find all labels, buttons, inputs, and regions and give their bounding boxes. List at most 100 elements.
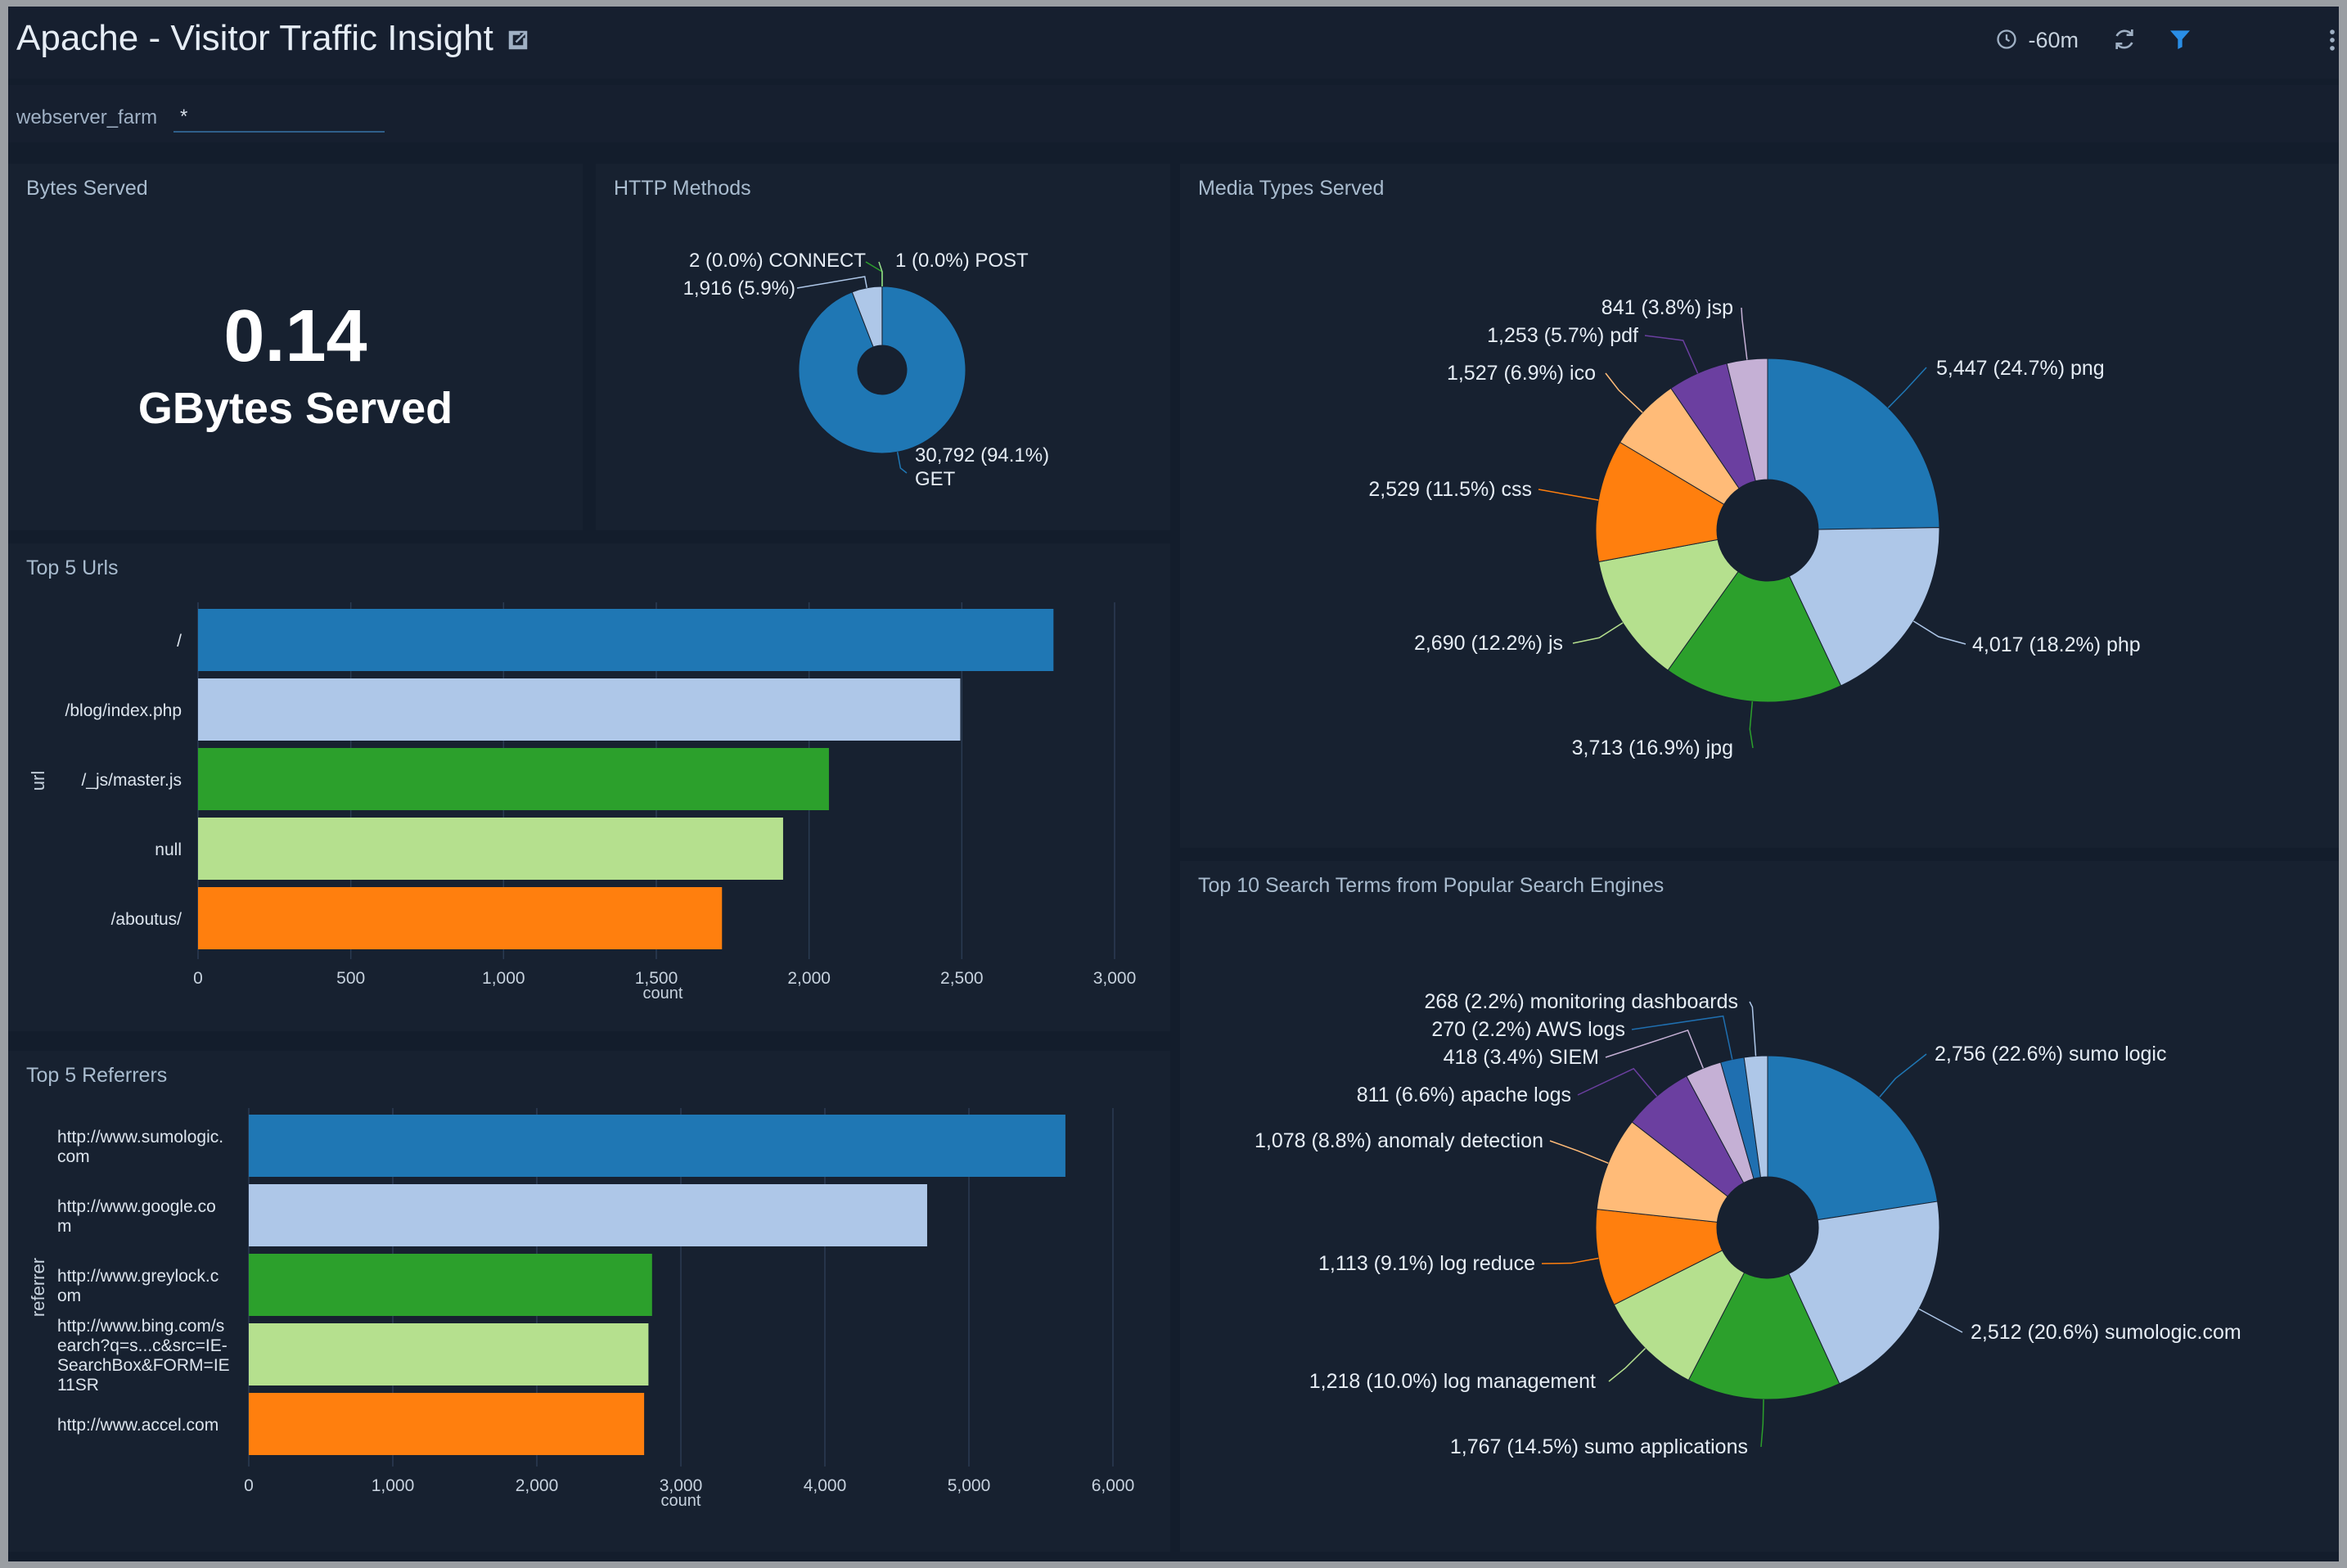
- http-label-1: 1,916 (5.9%): [683, 277, 795, 300]
- search-label-8: 270 (2.2%) AWS logs: [1431, 1018, 1625, 1041]
- urls-tick-label-2: 1,000: [482, 969, 525, 988]
- media-label-4: 2,529 (11.5%) css: [1368, 478, 1532, 501]
- http-leader-0: [896, 452, 908, 474]
- urls-tick-label-4: 2,000: [787, 969, 831, 988]
- media-label-5: 1,527 (6.9%) ico: [1447, 362, 1596, 385]
- refs-bar-1: [249, 1184, 927, 1246]
- filter-icon[interactable]: [2167, 26, 2193, 52]
- top-referrers-panel: Top 5 Referrers 0 1,000 2,000 3,000 4,000 5,0…: [8, 1051, 1170, 1552]
- search-label-6: 811 (6.6%) apache logs: [1357, 1084, 1571, 1106]
- urls-category-label-0: /: [177, 632, 182, 651]
- media-label-2: 3,713 (16.9%) jpg: [1572, 737, 1733, 759]
- search-label-3: 1,218 (10.0%) log management: [1309, 1370, 1596, 1393]
- refs-tick-label-2: 2,000: [516, 1476, 559, 1495]
- media-leader-1: [1912, 620, 1966, 645]
- search-terms-chart: 2,756 (22.6%) sumo logic 2,512 (20.6%) su…: [1255, 990, 2241, 1458]
- search-label-0: 2,756 (22.6%) sumo logic: [1935, 1043, 2166, 1066]
- refs-bar-3: [249, 1323, 649, 1386]
- http-methods-title: HTTP Methods: [614, 177, 751, 200]
- top-referrers-chart: 0 1,000 2,000 3,000 4,000 5,000 6,000 count refe…: [28, 1108, 1135, 1510]
- dashboard: Apache - Visitor Traffic Insight -60m we…: [8, 7, 2339, 1561]
- dashboard-header: Apache - Visitor Traffic Insight -60m: [8, 7, 2339, 79]
- search-label-7: 418 (3.4%) SIEM: [1444, 1046, 1599, 1069]
- media-types-title: Media Types Served: [1198, 177, 1385, 200]
- clock-icon[interactable]: [1995, 28, 2018, 51]
- webserver-farm-filter-input[interactable]: [173, 103, 385, 133]
- media-slice-1: [1788, 527, 1940, 687]
- media-leader-5: [1605, 372, 1643, 413]
- urls-yaxis-label: url: [28, 771, 48, 791]
- top-urls-title: Top 5 Urls: [26, 556, 119, 579]
- urls-tick-label-0: 0: [193, 969, 203, 988]
- refs-bar-0: [249, 1115, 1065, 1177]
- bytes-served-value: 0.14: [223, 295, 367, 377]
- media-leader-4: [1538, 489, 1599, 501]
- urls-bar-1: [198, 678, 961, 741]
- bytes-served-title: Bytes Served: [26, 177, 148, 200]
- refs-category-label-4: http://www.accel.com: [57, 1416, 218, 1435]
- media-leader-3: [1572, 622, 1624, 644]
- bytes-served-unit: GBytes Served: [137, 384, 453, 433]
- refs-tick-label-4: 4,000: [804, 1476, 847, 1495]
- top-urls-panel: Top 5 Urls 0 500 1,000 1,500 2,000 2,500 3,000…: [8, 543, 1170, 1031]
- dashboard-title: Apache - Visitor Traffic Insight: [16, 18, 493, 58]
- http-label-3: 1 (0.0%) POST: [895, 250, 1029, 272]
- search-label-4: 1,113 (9.1%) log reduce: [1318, 1252, 1535, 1275]
- filter-key-label: webserver_farm: [16, 106, 158, 128]
- refs-tick-label-6: 6,000: [1092, 1476, 1135, 1495]
- refs-category-label-3: http://www.bing.com/s earch?q=s...c&src=I…: [57, 1317, 230, 1395]
- search-label-1: 2,512 (20.6%) sumologic.com: [1971, 1321, 2241, 1344]
- http-methods-panel: HTTP Methods 30,792 (94.1%) GET 1,916 (5.9…: [596, 164, 1170, 530]
- search-leader-6: [1577, 1067, 1658, 1097]
- top-urls-chart: 0 500 1,000 1,500 2,000 2,500 3,000 count url / /b…: [28, 602, 1136, 1003]
- media-leader-7: [1741, 307, 1748, 360]
- http-label-0: 30,792 (94.1%) GET: [915, 444, 1049, 490]
- refresh-icon[interactable]: [2111, 26, 2138, 52]
- urls-tick-label-1: 500: [336, 969, 365, 988]
- urls-bar-2: [198, 748, 829, 810]
- http-label-2: 2 (0.0%) CONNECT: [689, 250, 866, 272]
- media-types-panel: Media Types Served 5,447 (24.7%) png 4,01…: [1180, 164, 2339, 848]
- search-leader-9: [1749, 1001, 1757, 1057]
- refs-bar-4: [249, 1393, 645, 1455]
- refs-category-label-1: http://www.google.co m: [57, 1197, 216, 1236]
- refs-bar-2: [249, 1254, 652, 1316]
- refs-category-label-0: http://www.sumologic. com: [57, 1128, 223, 1166]
- search-slice-1: [1788, 1201, 1940, 1385]
- time-range-button[interactable]: -60m: [2028, 28, 2079, 52]
- media-slice-2: [1667, 570, 1842, 703]
- filter-bar: webserver_farm: [8, 85, 2339, 142]
- media-label-7: 841 (3.8%) jsp: [1601, 296, 1733, 319]
- search-leader-2: [1760, 1399, 1764, 1448]
- media-types-chart: 5,447 (24.7%) png 4,017 (18.2%) php 3,713 …: [1368, 296, 2140, 759]
- top-referrers-title: Top 5 Referrers: [26, 1064, 168, 1087]
- search-slice-0: [1767, 1055, 1939, 1221]
- media-label-6: 1,253 (5.7%) pdf: [1487, 324, 1638, 347]
- http-leader-1: [796, 276, 868, 289]
- more-options-icon[interactable]: [2326, 26, 2339, 54]
- media-label-0: 5,447 (24.7%) png: [1936, 357, 2105, 380]
- media-leader-6: [1644, 335, 1699, 374]
- search-terms-title: Top 10 Search Terms from Popular Search …: [1198, 874, 1665, 897]
- http-slice-0: [798, 286, 966, 454]
- refs-xaxis-label: count: [661, 1492, 701, 1510]
- search-label-2: 1,767 (14.5%) sumo applications: [1450, 1435, 1748, 1458]
- refs-tick-label-0: 0: [244, 1476, 254, 1495]
- urls-bar-0: [198, 609, 1054, 671]
- refs-tick-label-3: 3,000: [660, 1476, 703, 1495]
- search-leader-3: [1608, 1348, 1647, 1382]
- urls-category-label-4: /aboutus/: [111, 910, 182, 929]
- search-leader-0: [1879, 1053, 1927, 1098]
- urls-xaxis-label: count: [643, 985, 683, 1003]
- media-slice-3: [1597, 538, 1739, 671]
- open-in-search-icon[interactable]: [506, 28, 530, 52]
- media-leader-0: [1887, 367, 1927, 408]
- urls-category-label-1: /blog/index.php: [65, 701, 182, 720]
- http-leader-3: [878, 261, 883, 287]
- search-leader-7: [1605, 1030, 1704, 1069]
- urls-bar-3: [198, 818, 783, 880]
- media-label-3: 2,690 (12.2%) js: [1414, 632, 1563, 655]
- media-slice-0: [1767, 358, 1940, 530]
- refs-tick-label-5: 5,000: [948, 1476, 991, 1495]
- search-leader-8: [1631, 1015, 1733, 1060]
